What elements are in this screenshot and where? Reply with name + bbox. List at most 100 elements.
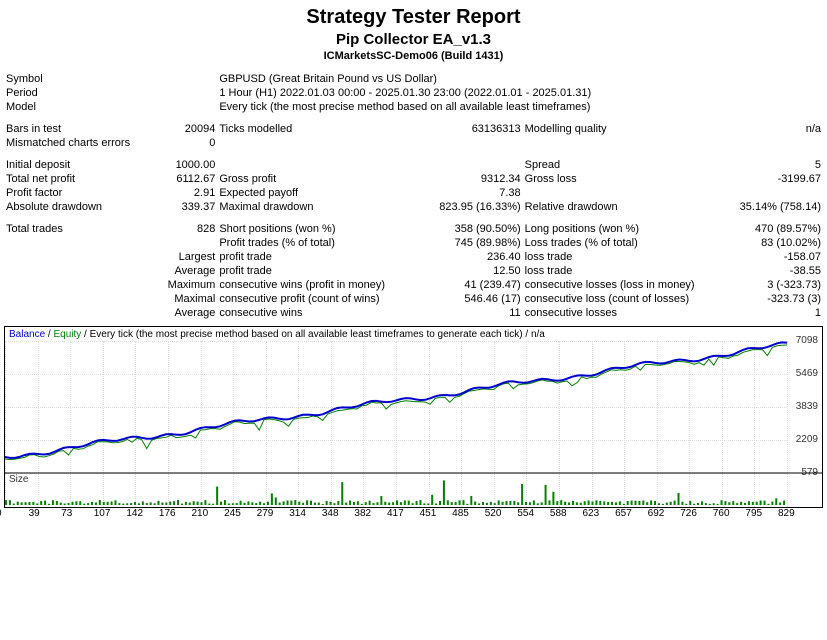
mcl-label: consecutive losses (loss in money) (523, 278, 708, 292)
chart-xlabel: 760 (713, 508, 730, 519)
chart-xlabel: 245 (224, 508, 241, 519)
grossloss-label: Gross loss (523, 172, 708, 186)
reldd-label: Relative drawdown (523, 200, 708, 214)
ep-label: Expected payoff (217, 186, 412, 200)
lpt-label: profit trade (217, 250, 412, 264)
pf-label: Profit factor (4, 186, 132, 200)
lt-label: Loss trades (% of total) (523, 236, 708, 250)
modelq-label: Modelling quality (523, 122, 708, 136)
mcp-value: 546.46 (17) (413, 292, 523, 306)
acw-label: consecutive wins (217, 306, 412, 320)
chart-xlabel: 39 (29, 508, 40, 519)
alt-label: loss trade (523, 264, 708, 278)
chart-xlabel: 554 (517, 508, 534, 519)
chart-xlabel: 0 (0, 508, 2, 519)
netprofit-label: Total net profit (4, 172, 132, 186)
short-value: 358 (90.50%) (413, 222, 523, 236)
spread-label: Spread (523, 158, 708, 172)
ticks-value: 63136313 (413, 122, 523, 136)
avg2-label: Average (132, 306, 217, 320)
chart-xlabel: 451 (420, 508, 437, 519)
chart-xlabel: 795 (745, 508, 762, 519)
grossprofit-label: Gross profit (217, 172, 412, 186)
mismatch-label: Mismatched charts errors (4, 136, 132, 150)
largest-label: Largest (132, 250, 217, 264)
chart-xlabel: 107 (94, 508, 111, 519)
netprofit-value: 6112.67 (132, 172, 217, 186)
model-value: Every tick (the most precise method base… (217, 100, 823, 114)
bars-label: Bars in test (4, 122, 132, 136)
maximal-label: Maximal (132, 292, 217, 306)
lt-value: 83 (10.02%) (708, 236, 823, 250)
apt-label: profit trade (217, 264, 412, 278)
chart-size-label: Size (9, 474, 28, 485)
ticks-label: Ticks modelled (217, 122, 412, 136)
chart-xlabel: 829 (778, 508, 795, 519)
max-label: Maximum (132, 278, 217, 292)
chart-xlabel: 692 (648, 508, 665, 519)
deposit-label: Initial deposit (4, 158, 132, 172)
report-subtitle: Pip Collector EA_v1.3 (4, 31, 823, 48)
mcw-label: consecutive wins (profit in money) (217, 278, 412, 292)
llt-value: -158.07 (708, 250, 823, 264)
chart-xlabel: 588 (550, 508, 567, 519)
long-label: Long positions (won %) (523, 222, 708, 236)
chart-xlabel: 623 (583, 508, 600, 519)
maxdd-label: Maximal drawdown (217, 200, 412, 214)
reldd-value: 35.14% (758.14) (708, 200, 823, 214)
chart-xlabel: 520 (485, 508, 502, 519)
maxdd-value: 823.95 (16.33%) (413, 200, 523, 214)
absdd-label: Absolute drawdown (4, 200, 132, 214)
chart-xlabel: 726 (680, 508, 697, 519)
spread-value: 5 (708, 158, 823, 172)
absdd-value: 339.37 (132, 200, 217, 214)
model-label: Model (4, 100, 132, 114)
period-label: Period (4, 86, 132, 100)
lpt-value: 236.40 (413, 250, 523, 264)
grossloss-value: -3199.67 (708, 172, 823, 186)
chart-xlabel: 73 (61, 508, 72, 519)
chart-xlabel: 485 (452, 508, 469, 519)
alt-value: -38.55 (708, 264, 823, 278)
info-table: Symbol GBPUSD (Great Britain Pound vs US… (4, 72, 823, 320)
apt-value: 12.50 (413, 264, 523, 278)
mcp-label: consecutive profit (count of wins) (217, 292, 412, 306)
chart-xaxis: 0397310714217621024527931434838241745148… (4, 508, 823, 522)
tt-value: 828 (132, 222, 217, 236)
chart-xlabel: 176 (159, 508, 176, 519)
pf-value: 2.91 (132, 186, 217, 200)
mismatch-value: 0 (132, 136, 217, 150)
llt-label: loss trade (523, 250, 708, 264)
mcl-value: 3 (-323.73) (708, 278, 823, 292)
avg-label: Average (132, 264, 217, 278)
ep-value: 7.38 (413, 186, 523, 200)
equity-chart: Balance / Equity / Every tick (the most … (4, 326, 823, 508)
chart-xlabel: 279 (257, 508, 274, 519)
chart-xlabel: 210 (192, 508, 209, 519)
long-value: 470 (89.57%) (708, 222, 823, 236)
tt-label: Total trades (4, 222, 132, 236)
report-title: Strategy Tester Report (4, 6, 823, 29)
mcw-value: 41 (239.47) (413, 278, 523, 292)
deposit-value: 1000.00 (132, 158, 217, 172)
report-build: ICMarketsSC-Demo06 (Build 1431) (4, 50, 823, 62)
bars-value: 20094 (132, 122, 217, 136)
mcloss-value: -323.73 (3) (708, 292, 823, 306)
period-value: 1 Hour (H1) 2022.01.03 00:00 - 2025.01.3… (217, 86, 823, 100)
acw-value: 11 (413, 306, 523, 320)
chart-xlabel: 657 (615, 508, 632, 519)
chart-xlabel: 142 (126, 508, 143, 519)
chart-xlabel: 382 (354, 508, 371, 519)
chart-xlabel: 417 (387, 508, 404, 519)
acl-label: consecutive losses (523, 306, 708, 320)
symbol-value: GBPUSD (Great Britain Pound vs US Dollar… (217, 72, 823, 86)
acl-value: 1 (708, 306, 823, 320)
symbol-label: Symbol (4, 72, 132, 86)
pt-value: 745 (89.98%) (413, 236, 523, 250)
pt-label: Profit trades (% of total) (217, 236, 412, 250)
modelq-value: n/a (708, 122, 823, 136)
short-label: Short positions (won %) (217, 222, 412, 236)
grossprofit-value: 9312.34 (413, 172, 523, 186)
chart-xlabel: 314 (289, 508, 306, 519)
mcloss-label: consecutive loss (count of losses) (523, 292, 708, 306)
